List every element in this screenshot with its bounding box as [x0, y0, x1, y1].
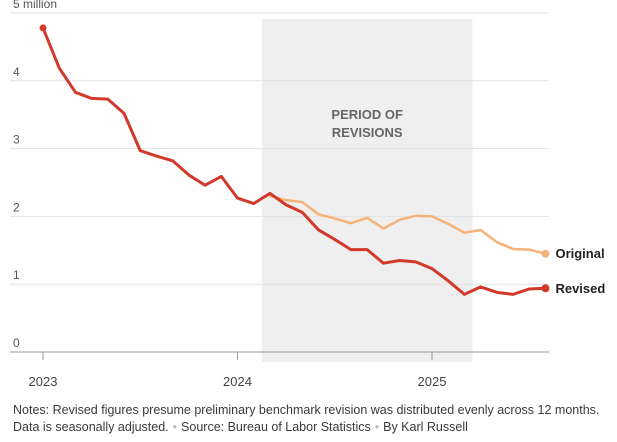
notes-line-2: Data is seasonally adjusted.: [13, 420, 169, 434]
notes-line-2-row: Data is seasonally adjusted. • Source: Bur…: [13, 419, 608, 436]
x-tick-label: 2024: [223, 374, 252, 389]
series-end-marker-revised: [541, 284, 550, 293]
series-label-revised: Revised: [555, 281, 605, 296]
series-label-original: Original: [555, 246, 604, 261]
y-tick-label: 0: [13, 336, 20, 350]
separator-dot: •: [374, 420, 380, 434]
y-tick-label: 1: [13, 268, 20, 282]
series-line-original: [268, 194, 547, 255]
separator-dot: •: [172, 420, 178, 434]
series-start-marker-revised: [39, 24, 47, 32]
series-end-marker-original: [541, 249, 550, 258]
x-tick-label: 2025: [418, 374, 447, 389]
series-line-revised: [41, 26, 547, 296]
chart-notes: Notes: Revised figures presume prelimina…: [13, 402, 608, 436]
x-tick-label: 2023: [29, 374, 58, 389]
series-lines: Original Revised: [39, 24, 605, 296]
notes-line-1: Notes: Revised figures presume prelimina…: [13, 403, 600, 417]
period-of-revisions-shading: [261, 19, 473, 362]
gridlines: [10, 12, 549, 353]
period-label-line-2: REVISIONS: [332, 125, 403, 140]
y-tick-label: 3: [13, 133, 20, 147]
period-label-line-1: PERIOD OF: [331, 107, 403, 122]
line-chart: 2023 2024 2025 PERIOD OF REVISIONS Origina…: [10, 0, 605, 389]
byline: By Karl Russell: [383, 420, 468, 434]
y-tick-label: 2: [13, 200, 20, 214]
y-tick-labels: 0 1 2 3 4 5 million: [13, 0, 57, 350]
x-axis: 2023 2024 2025: [29, 352, 447, 389]
source-credit: Source: Bureau of Labor Statistics: [181, 420, 371, 434]
y-tick-label: 4: [13, 65, 20, 79]
y-tick-label: 5 million: [13, 0, 57, 11]
